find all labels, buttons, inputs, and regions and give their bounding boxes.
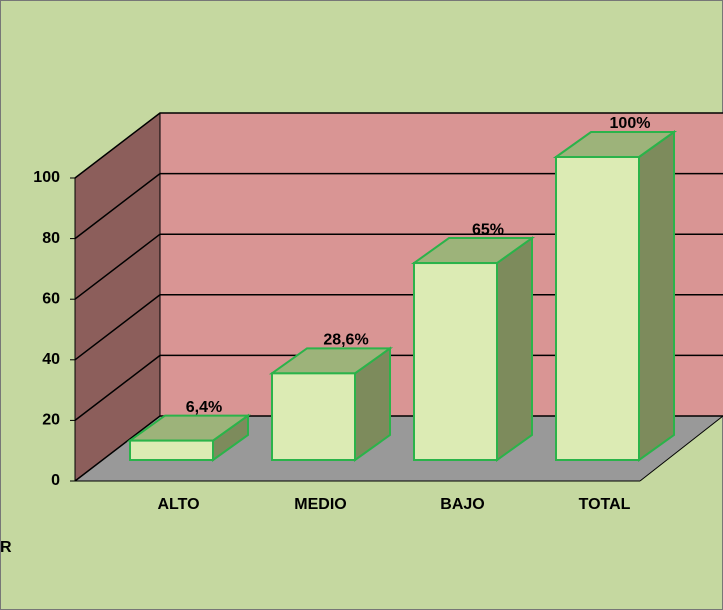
x-tick-label: ALTO [157, 496, 199, 513]
grid-line [74, 233, 723, 300]
bar-front [555, 156, 640, 461]
y-tick-label: 100 [33, 169, 60, 186]
bar-side [496, 236, 533, 462]
x-tick-label: MEDIO [294, 496, 346, 513]
grid-line [74, 112, 723, 179]
bar-front [129, 439, 214, 462]
grid-line [74, 294, 723, 361]
value-label: 28,6% [323, 332, 368, 349]
y-tick-label: 20 [42, 412, 60, 429]
y-tick-label: 40 [42, 351, 60, 368]
bar-side [638, 130, 675, 462]
value-label: 100% [610, 115, 651, 132]
grid-line [74, 354, 723, 421]
side-wall [75, 113, 160, 481]
bar-front [413, 262, 498, 461]
x-tick-label: TOTAL [579, 496, 631, 513]
annotation: R [0, 539, 12, 556]
grid-line [74, 172, 723, 240]
y-tick-label: 60 [42, 290, 60, 307]
grid-line [74, 415, 723, 482]
value-label: 65% [472, 221, 504, 238]
floor-edge [639, 415, 723, 482]
value-label: 6,4% [186, 399, 222, 416]
y-tick-label: 80 [42, 230, 60, 247]
x-tick-label: BAJO [440, 496, 484, 513]
y-tick-label: 0 [51, 472, 60, 489]
bar-front [271, 372, 356, 462]
